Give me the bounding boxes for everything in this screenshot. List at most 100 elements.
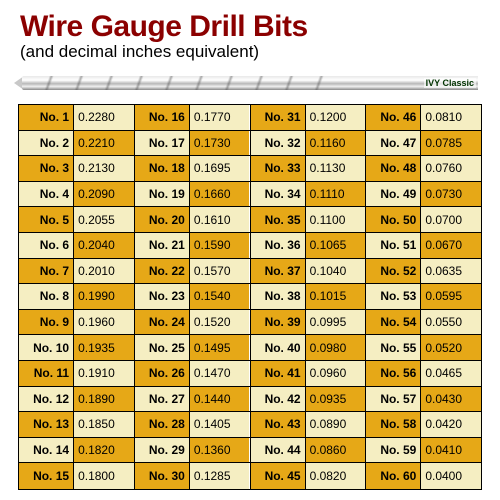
table-row: No. 330.1130 bbox=[251, 156, 366, 182]
gauge-value-cell: 0.0420 bbox=[421, 412, 481, 437]
gauge-value-cell: 0.0995 bbox=[306, 310, 366, 335]
gauge-value-cell: 0.2010 bbox=[74, 259, 134, 284]
table-row: No. 80.1990 bbox=[19, 284, 134, 310]
gauge-number-cell: No. 53 bbox=[366, 284, 421, 309]
gauge-number-cell: No. 51 bbox=[366, 233, 421, 258]
table-row: No. 500.0700 bbox=[366, 207, 481, 233]
gauge-number-cell: No. 59 bbox=[366, 438, 421, 463]
gauge-number-cell: No. 34 bbox=[251, 182, 306, 207]
table-row: No. 30.2130 bbox=[19, 156, 134, 182]
table-row: No. 370.1040 bbox=[251, 259, 366, 285]
gauge-value-cell: 0.1065 bbox=[306, 233, 366, 258]
gauge-value-cell: 0.0520 bbox=[421, 335, 481, 360]
gauge-value-cell: 0.2280 bbox=[74, 105, 134, 130]
gauge-number-cell: No. 57 bbox=[366, 387, 421, 412]
gauge-value-cell: 0.1770 bbox=[190, 105, 250, 130]
gauge-number-cell: No. 49 bbox=[366, 182, 421, 207]
table-row: No. 160.1770 bbox=[135, 105, 250, 131]
table-row: No. 520.0635 bbox=[366, 259, 481, 285]
table-row: No. 200.1610 bbox=[135, 207, 250, 233]
gauge-value-cell: 0.2040 bbox=[74, 233, 134, 258]
brand-label: IVY Classic bbox=[424, 78, 476, 88]
gauge-value-cell: 0.0635 bbox=[421, 259, 481, 284]
gauge-number-cell: No. 8 bbox=[19, 284, 74, 309]
gauge-value-cell: 0.1570 bbox=[190, 259, 250, 284]
gauge-number-cell: No. 31 bbox=[251, 105, 306, 130]
page-subtitle: (and decimal inches equivalent) bbox=[20, 42, 480, 62]
gauge-value-cell: 0.2210 bbox=[74, 131, 134, 156]
table-row: No. 60.2040 bbox=[19, 233, 134, 259]
gauge-number-cell: No. 35 bbox=[251, 207, 306, 232]
gauge-value-cell: 0.2090 bbox=[74, 182, 134, 207]
table-row: No. 320.1160 bbox=[251, 131, 366, 157]
gauge-number-cell: No. 4 bbox=[19, 182, 74, 207]
header: Wire Gauge Drill Bits (and decimal inche… bbox=[0, 0, 500, 62]
gauge-value-cell: 0.1820 bbox=[74, 438, 134, 463]
gauge-number-cell: No. 56 bbox=[366, 361, 421, 386]
table-row: No. 470.0785 bbox=[366, 131, 481, 157]
table-row: No. 140.1820 bbox=[19, 438, 134, 464]
gauge-value-cell: 0.1800 bbox=[74, 463, 134, 489]
gauge-value-cell: 0.1540 bbox=[190, 284, 250, 309]
gauge-value-cell: 0.1015 bbox=[306, 284, 366, 309]
gauge-value-cell: 0.1935 bbox=[74, 335, 134, 360]
gauge-value-cell: 0.0785 bbox=[421, 131, 481, 156]
table-row: No. 310.1200 bbox=[251, 105, 366, 131]
gauge-value-cell: 0.1910 bbox=[74, 361, 134, 386]
gauge-number-cell: No. 36 bbox=[251, 233, 306, 258]
table-column-block: No. 160.1770No. 170.1730No. 180.1695No. … bbox=[135, 105, 251, 489]
gauge-number-cell: No. 46 bbox=[366, 105, 421, 130]
gauge-number-cell: No. 11 bbox=[19, 361, 74, 386]
gauge-number-cell: No. 6 bbox=[19, 233, 74, 258]
gauge-value-cell: 0.1610 bbox=[190, 207, 250, 232]
gauge-number-cell: No. 23 bbox=[135, 284, 190, 309]
gauge-value-cell: 0.1960 bbox=[74, 310, 134, 335]
gauge-number-cell: No. 15 bbox=[19, 463, 74, 489]
gauge-value-cell: 0.0700 bbox=[421, 207, 481, 232]
gauge-number-cell: No. 55 bbox=[366, 335, 421, 360]
table-row: No. 400.0980 bbox=[251, 335, 366, 361]
gauge-number-cell: No. 25 bbox=[135, 335, 190, 360]
gauge-value-cell: 0.0810 bbox=[421, 105, 481, 130]
table-row: No. 270.1440 bbox=[135, 387, 250, 413]
gauge-value-cell: 0.1100 bbox=[306, 207, 366, 232]
table-row: No. 510.0670 bbox=[366, 233, 481, 259]
gauge-value-cell: 0.1495 bbox=[190, 335, 250, 360]
table-row: No. 530.0595 bbox=[366, 284, 481, 310]
gauge-value-cell: 0.0860 bbox=[306, 438, 366, 463]
table-row: No. 90.1960 bbox=[19, 310, 134, 336]
gauge-value-cell: 0.0730 bbox=[421, 182, 481, 207]
gauge-value-cell: 0.0430 bbox=[421, 387, 481, 412]
gauge-value-cell: 0.1285 bbox=[190, 463, 250, 489]
gauge-value-cell: 0.1730 bbox=[190, 131, 250, 156]
gauge-number-cell: No. 27 bbox=[135, 387, 190, 412]
gauge-value-cell: 0.0465 bbox=[421, 361, 481, 386]
gauge-number-cell: No. 29 bbox=[135, 438, 190, 463]
table-row: No. 260.1470 bbox=[135, 361, 250, 387]
gauge-number-cell: No. 42 bbox=[251, 387, 306, 412]
drill-bit-image: IVY Classic bbox=[20, 68, 480, 100]
table-row: No. 220.1570 bbox=[135, 259, 250, 285]
gauge-number-cell: No. 13 bbox=[19, 412, 74, 437]
gauge-value-cell: 0.0400 bbox=[421, 463, 481, 489]
gauge-number-cell: No. 14 bbox=[19, 438, 74, 463]
gauge-number-cell: No. 47 bbox=[366, 131, 421, 156]
gauge-number-cell: No. 16 bbox=[135, 105, 190, 130]
table-row: No. 50.2055 bbox=[19, 207, 134, 233]
gauge-number-cell: No. 60 bbox=[366, 463, 421, 489]
gauge-number-cell: No. 28 bbox=[135, 412, 190, 437]
table-row: No. 600.0400 bbox=[366, 463, 481, 489]
gauge-number-cell: No. 43 bbox=[251, 412, 306, 437]
gauge-value-cell: 0.1660 bbox=[190, 182, 250, 207]
table-column-block: No. 10.2280No. 20.2210No. 30.2130No. 40.… bbox=[19, 105, 135, 489]
gauge-number-cell: No. 45 bbox=[251, 463, 306, 489]
table-row: No. 550.0520 bbox=[366, 335, 481, 361]
gauge-table: No. 10.2280No. 20.2210No. 30.2130No. 40.… bbox=[18, 104, 482, 490]
table-row: No. 380.1015 bbox=[251, 284, 366, 310]
table-row: No. 560.0465 bbox=[366, 361, 481, 387]
gauge-value-cell: 0.1040 bbox=[306, 259, 366, 284]
table-row: No. 490.0730 bbox=[366, 182, 481, 208]
gauge-number-cell: No. 18 bbox=[135, 156, 190, 181]
gauge-number-cell: No. 9 bbox=[19, 310, 74, 335]
gauge-number-cell: No. 21 bbox=[135, 233, 190, 258]
